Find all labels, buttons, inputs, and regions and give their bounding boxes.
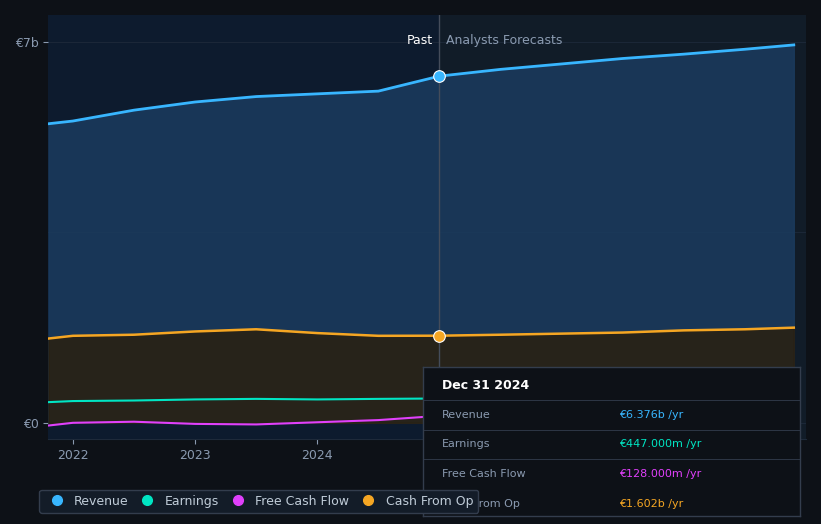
Text: Cash From Op: Cash From Op (442, 499, 520, 509)
Text: €447.000m /yr: €447.000m /yr (619, 440, 702, 450)
Legend: Revenue, Earnings, Free Cash Flow, Cash From Op: Revenue, Earnings, Free Cash Flow, Cash … (39, 489, 478, 512)
Point (433, 332, 446, 340)
Text: €128.000m /yr: €128.000m /yr (619, 470, 701, 479)
Text: Analysts Forecasts: Analysts Forecasts (446, 34, 562, 47)
Bar (439, 15, 806, 439)
Text: Past: Past (407, 34, 433, 47)
Text: Revenue: Revenue (442, 410, 490, 420)
Text: Earnings: Earnings (442, 440, 490, 450)
Bar (48, 15, 439, 439)
Text: €6.376b /yr: €6.376b /yr (619, 410, 683, 420)
Point (433, 72, 446, 80)
Point (433, 394, 446, 402)
Text: Dec 31 2024: Dec 31 2024 (442, 379, 529, 392)
Text: €1.602b /yr: €1.602b /yr (619, 499, 683, 509)
Text: Free Cash Flow: Free Cash Flow (442, 470, 525, 479)
Point (433, 412, 446, 420)
